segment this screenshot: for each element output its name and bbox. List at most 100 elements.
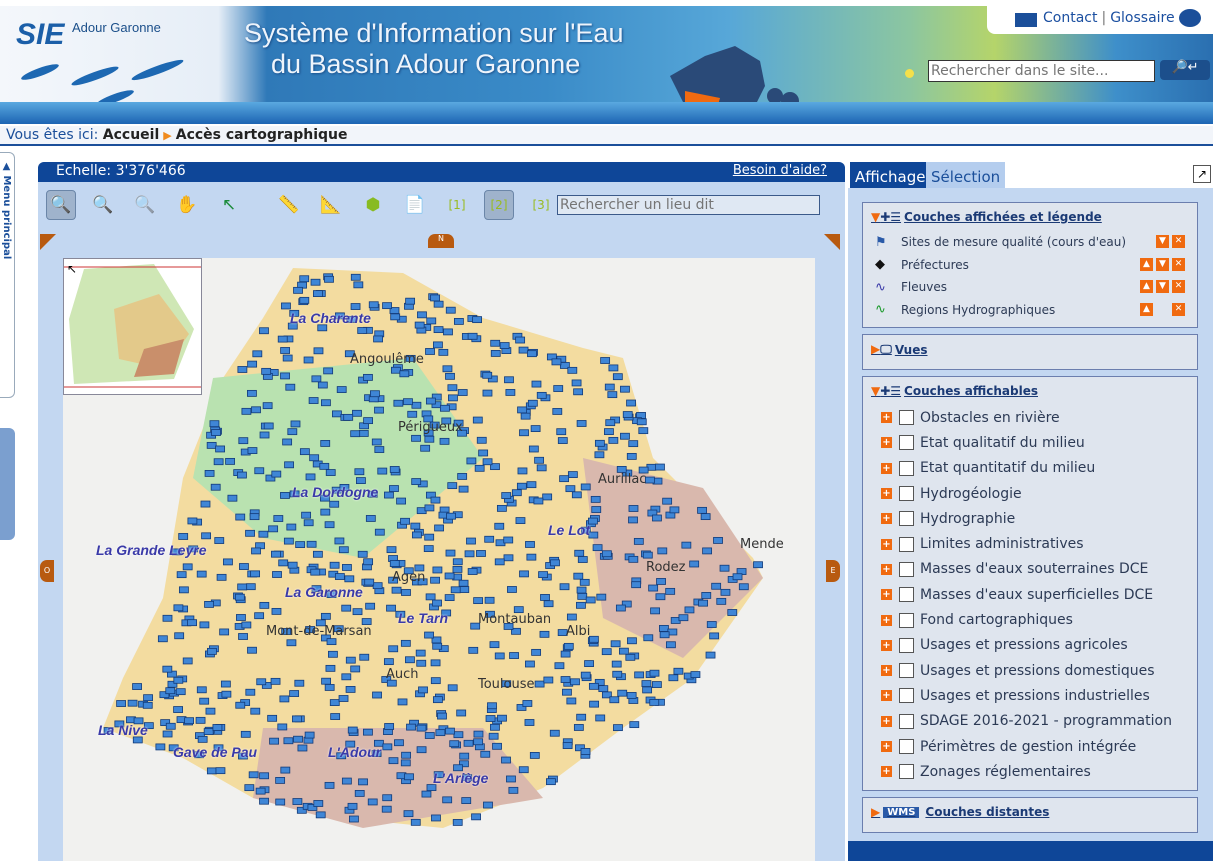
station-marker[interactable] bbox=[245, 688, 256, 696]
station-marker[interactable] bbox=[165, 722, 176, 730]
station-marker[interactable] bbox=[255, 787, 266, 795]
station-marker[interactable] bbox=[551, 358, 562, 366]
station-marker[interactable] bbox=[542, 493, 553, 501]
station-marker[interactable] bbox=[612, 373, 623, 381]
station-marker[interactable] bbox=[418, 686, 428, 694]
station-marker[interactable] bbox=[431, 393, 442, 401]
station-marker[interactable] bbox=[525, 660, 535, 668]
station-marker[interactable] bbox=[338, 695, 349, 702]
station-marker[interactable] bbox=[403, 398, 413, 406]
station-marker[interactable] bbox=[656, 578, 666, 585]
station-marker[interactable] bbox=[594, 439, 605, 447]
station-marker[interactable] bbox=[214, 537, 225, 544]
station-marker[interactable] bbox=[553, 385, 564, 392]
station-marker[interactable] bbox=[206, 767, 217, 775]
station-marker[interactable] bbox=[325, 664, 336, 672]
station-marker[interactable] bbox=[286, 639, 297, 647]
station-marker[interactable] bbox=[371, 750, 382, 757]
remove-layer-button[interactable]: ✕ bbox=[1172, 302, 1185, 316]
station-marker[interactable] bbox=[657, 547, 668, 555]
station-marker[interactable] bbox=[450, 586, 461, 594]
expand-plus-icon[interactable]: + bbox=[881, 412, 892, 424]
station-marker[interactable] bbox=[536, 391, 547, 399]
station-marker[interactable] bbox=[388, 757, 399, 765]
station-marker[interactable] bbox=[388, 645, 399, 653]
station-marker[interactable] bbox=[204, 470, 215, 477]
station-marker[interactable] bbox=[199, 697, 210, 705]
station-marker[interactable] bbox=[470, 622, 481, 630]
station-marker[interactable] bbox=[665, 641, 676, 649]
station-marker[interactable] bbox=[678, 614, 689, 622]
station-marker[interactable] bbox=[457, 473, 468, 480]
station-marker[interactable] bbox=[433, 326, 444, 334]
station-marker[interactable] bbox=[636, 418, 647, 426]
station-marker[interactable] bbox=[601, 550, 612, 558]
side-scroll-tab[interactable] bbox=[0, 428, 15, 540]
station-marker[interactable] bbox=[620, 385, 630, 393]
station-marker[interactable] bbox=[552, 408, 563, 415]
station-marker[interactable] bbox=[275, 777, 286, 784]
station-marker[interactable] bbox=[278, 559, 289, 567]
expand-plus-icon[interactable]: + bbox=[881, 513, 892, 525]
station-marker[interactable] bbox=[235, 513, 246, 521]
layer-checkbox[interactable] bbox=[899, 536, 914, 552]
station-marker[interactable] bbox=[619, 647, 629, 655]
station-marker[interactable] bbox=[356, 477, 366, 484]
layer-checkbox[interactable] bbox=[899, 486, 914, 502]
station-marker[interactable] bbox=[631, 581, 642, 589]
pdf-export-icon[interactable]: 📄 bbox=[404, 195, 426, 215]
layer-checkbox[interactable] bbox=[899, 663, 914, 679]
station-marker[interactable] bbox=[432, 599, 442, 607]
expand-plus-icon[interactable]: + bbox=[881, 690, 892, 702]
station-marker[interactable] bbox=[485, 715, 496, 722]
station-marker[interactable] bbox=[649, 669, 660, 677]
station-marker[interactable] bbox=[268, 525, 279, 533]
station-marker[interactable] bbox=[234, 593, 245, 601]
station-marker[interactable] bbox=[442, 796, 453, 804]
station-marker[interactable] bbox=[753, 561, 763, 569]
station-marker[interactable] bbox=[173, 676, 184, 684]
station-marker[interactable] bbox=[452, 566, 463, 573]
station-marker[interactable] bbox=[507, 586, 517, 593]
station-marker[interactable] bbox=[248, 771, 259, 779]
station-marker[interactable] bbox=[345, 656, 356, 664]
station-marker[interactable] bbox=[367, 490, 378, 498]
station-marker[interactable] bbox=[343, 413, 354, 421]
station-marker[interactable] bbox=[405, 656, 415, 664]
station-marker[interactable] bbox=[447, 384, 458, 392]
station-marker[interactable] bbox=[341, 604, 352, 612]
station-marker[interactable] bbox=[391, 586, 402, 594]
station-marker[interactable] bbox=[453, 318, 464, 325]
station-marker[interactable] bbox=[615, 604, 626, 612]
station-marker[interactable] bbox=[423, 545, 434, 552]
station-marker[interactable] bbox=[251, 406, 261, 414]
station-marker[interactable] bbox=[350, 303, 361, 310]
station-marker[interactable] bbox=[501, 680, 512, 688]
station-marker[interactable] bbox=[297, 744, 308, 752]
station-marker[interactable] bbox=[472, 316, 482, 324]
station-marker[interactable] bbox=[620, 432, 630, 440]
station-marker[interactable] bbox=[445, 306, 456, 314]
station-marker[interactable] bbox=[259, 601, 270, 609]
station-marker[interactable] bbox=[579, 578, 590, 586]
station-marker[interactable] bbox=[452, 558, 463, 566]
station-marker[interactable] bbox=[462, 774, 473, 782]
station-marker[interactable] bbox=[305, 626, 315, 633]
station-marker[interactable] bbox=[329, 699, 340, 706]
station-marker[interactable] bbox=[650, 607, 660, 615]
station-marker[interactable] bbox=[506, 775, 516, 783]
station-marker[interactable] bbox=[638, 427, 649, 435]
station-marker[interactable] bbox=[571, 379, 582, 387]
station-marker[interactable] bbox=[324, 684, 335, 691]
station-marker[interactable] bbox=[490, 723, 500, 731]
station-marker[interactable] bbox=[467, 568, 478, 575]
station-marker[interactable] bbox=[203, 728, 214, 735]
station-marker[interactable] bbox=[187, 517, 198, 525]
station-marker[interactable] bbox=[516, 482, 527, 490]
station-marker[interactable] bbox=[286, 523, 297, 531]
station-marker[interactable] bbox=[167, 680, 178, 688]
station-marker[interactable] bbox=[611, 660, 622, 668]
map-canvas[interactable] bbox=[63, 258, 815, 861]
station-marker[interactable] bbox=[711, 582, 722, 590]
station-marker[interactable] bbox=[591, 506, 602, 513]
